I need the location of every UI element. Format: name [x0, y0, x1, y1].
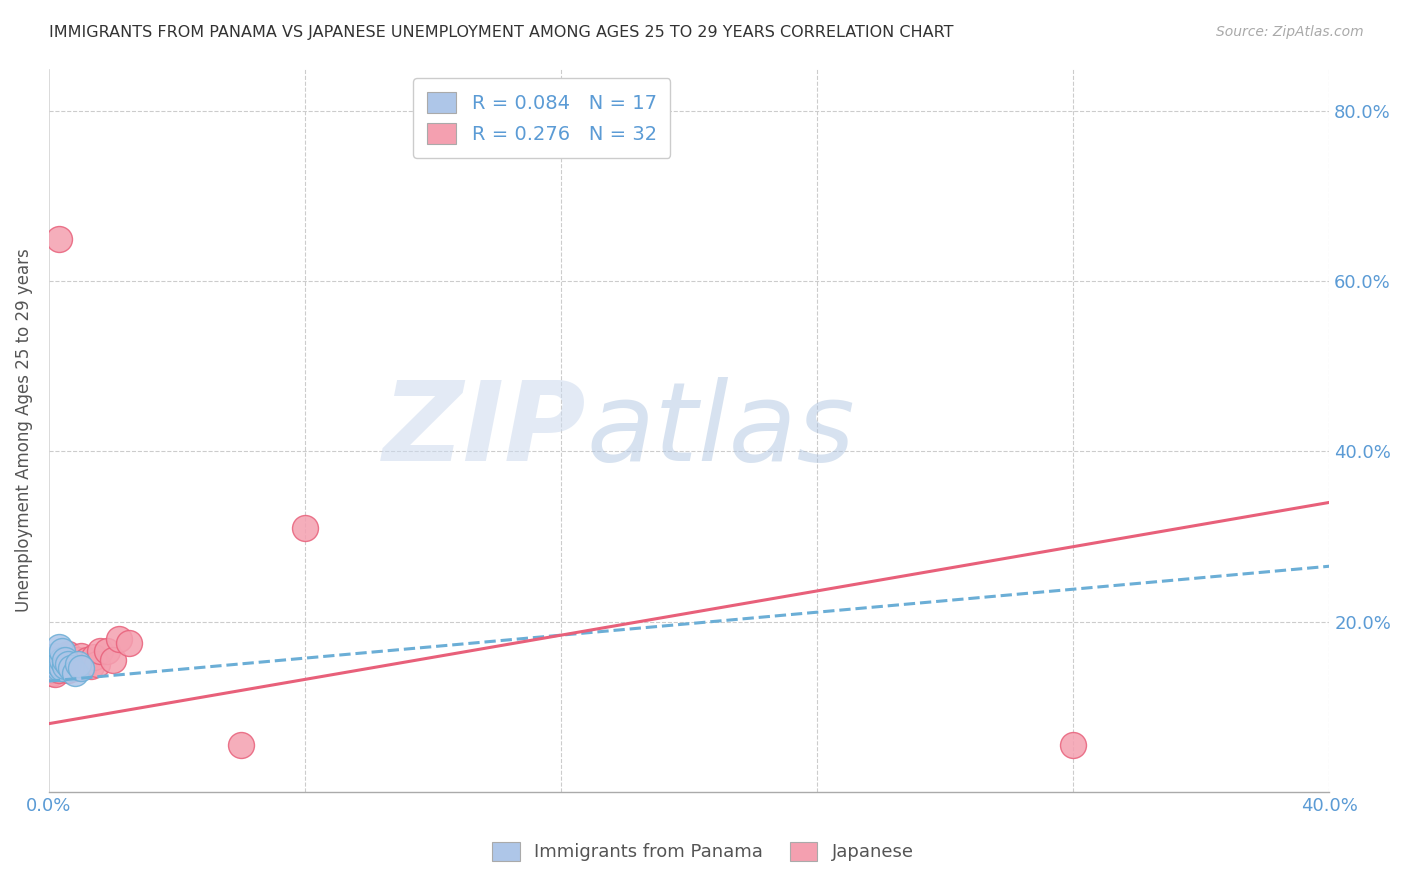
Point	[56, 663, 79, 677]
Point	[53, 657, 76, 671]
Point	[51, 653, 73, 667]
Y-axis label: Unemployment Among Ages 25 to 29 years: Unemployment Among Ages 25 to 29 years	[15, 248, 32, 612]
Point	[51, 650, 73, 665]
Point	[44, 661, 66, 675]
Point	[101, 653, 124, 667]
Point	[60, 657, 83, 671]
Point	[60, 661, 83, 675]
Point	[48, 640, 70, 654]
Legend: R = 0.084   N = 17, R = 0.276   N = 32: R = 0.084 N = 17, R = 0.276 N = 32	[413, 78, 671, 158]
Point	[73, 658, 96, 673]
Point	[96, 644, 118, 658]
Text: IMMIGRANTS FROM PANAMA VS JAPANESE UNEMPLOYMENT AMONG AGES 25 TO 29 YEARS CORREL: IMMIGRANTS FROM PANAMA VS JAPANESE UNEMP…	[49, 25, 953, 40]
Point	[56, 657, 79, 671]
Point	[48, 663, 70, 677]
Point	[44, 657, 66, 671]
Point	[44, 667, 66, 681]
Point	[48, 653, 70, 667]
Point	[44, 648, 66, 663]
Point	[41, 653, 63, 667]
Point	[48, 232, 70, 246]
Point	[44, 656, 66, 670]
Point	[229, 738, 252, 752]
Point	[86, 657, 108, 671]
Point	[51, 658, 73, 673]
Point	[51, 644, 73, 658]
Point	[70, 648, 93, 663]
Point	[83, 650, 105, 665]
Point	[76, 653, 98, 667]
Point	[1062, 738, 1084, 752]
Point	[41, 665, 63, 680]
Point	[53, 653, 76, 667]
Point	[53, 648, 76, 663]
Text: Source: ZipAtlas.com: Source: ZipAtlas.com	[1216, 25, 1364, 39]
Point	[41, 663, 63, 677]
Point	[56, 647, 79, 661]
Point	[44, 661, 66, 675]
Point	[294, 521, 316, 535]
Text: atlas: atlas	[586, 376, 855, 483]
Legend: Immigrants from Panama, Japanese: Immigrants from Panama, Japanese	[482, 831, 924, 872]
Point	[48, 657, 70, 671]
Point	[63, 661, 86, 675]
Text: ZIP: ZIP	[384, 376, 586, 483]
Point	[51, 661, 73, 675]
Point	[79, 658, 101, 673]
Point	[48, 661, 70, 675]
Point	[70, 661, 93, 675]
Point	[89, 644, 111, 658]
Point	[53, 658, 76, 673]
Point	[63, 653, 86, 667]
Point	[108, 632, 131, 646]
Point	[118, 636, 141, 650]
Point	[66, 653, 89, 667]
Point	[63, 665, 86, 680]
Point	[66, 657, 89, 671]
